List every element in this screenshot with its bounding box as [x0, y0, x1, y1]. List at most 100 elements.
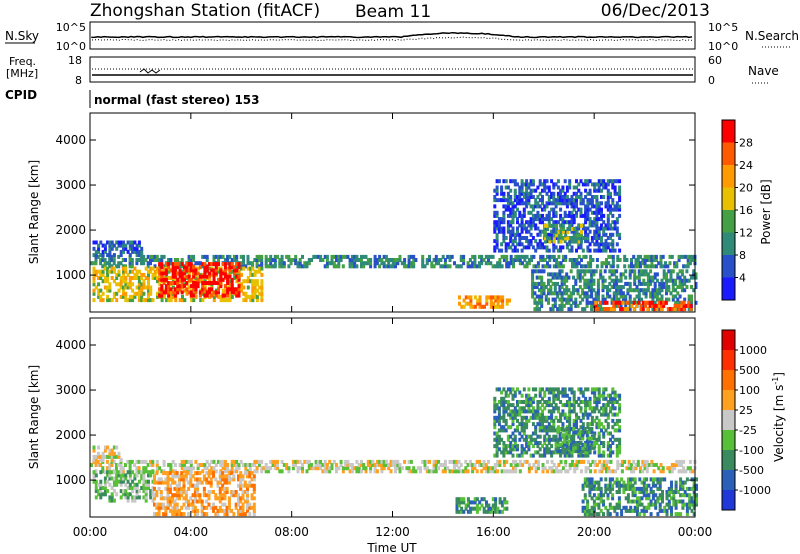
power-cell: [624, 303, 628, 308]
nave-label: Nave: [748, 64, 779, 78]
power-cell: [548, 223, 552, 228]
power-cell: [568, 236, 572, 240]
power-cell: [561, 236, 565, 241]
power-cell: [560, 281, 564, 286]
power-cell: [596, 281, 600, 286]
velocity-cell: [168, 499, 172, 504]
power-cell: [103, 243, 107, 248]
power-cell: [192, 298, 196, 303]
velocity-cell: [355, 466, 359, 471]
power-cell: [525, 229, 529, 234]
power-cell: [162, 277, 166, 282]
velocity-cell: [615, 412, 619, 417]
velocity-cell: [572, 422, 576, 427]
nave-tick-bottom: 0: [708, 74, 715, 87]
velocity-cell: [108, 498, 112, 503]
power-cell: [249, 298, 253, 303]
power-cell: [581, 213, 585, 218]
power-cell: [516, 217, 519, 222]
power-cell: [579, 201, 583, 206]
power-cell: [541, 207, 544, 212]
velocity-cell: [221, 508, 225, 513]
power-cell: [614, 300, 618, 305]
velocity-cell: [590, 427, 594, 431]
power-cell: [131, 276, 135, 280]
power-cell: [176, 284, 180, 289]
power-cell: [407, 261, 411, 266]
power-cell: [549, 288, 553, 293]
power-cell: [655, 307, 659, 312]
velocity-cell: [498, 509, 502, 514]
power-cell: [595, 188, 599, 193]
power-cell: [580, 230, 583, 235]
velocity-cell: [214, 496, 218, 501]
power-cell: [588, 201, 592, 206]
power-cell: [249, 294, 253, 299]
velocity-cell: [518, 412, 522, 417]
velocity-cell: [459, 469, 463, 474]
velocity-cell: [466, 463, 470, 467]
power-cell: [567, 294, 571, 299]
velocity-cell: [180, 490, 184, 494]
power-cell: [443, 258, 447, 262]
velocity-cell: [572, 409, 576, 414]
power-cell: [108, 243, 112, 248]
power-cell: [590, 220, 594, 225]
power-cell: [621, 272, 625, 277]
velocity-cell: [584, 406, 588, 411]
power-cell: [550, 191, 554, 196]
power-cell: [548, 236, 552, 241]
power-cell: [378, 258, 382, 262]
power-cell: [158, 264, 162, 269]
power-cell: [230, 294, 234, 299]
power-cell: [611, 242, 615, 247]
velocity-cell: [221, 493, 225, 498]
power-cell: [362, 254, 366, 259]
velocity-cell: [207, 496, 211, 501]
velocity-cell: [592, 505, 596, 510]
power-cell: [214, 281, 218, 285]
velocity-cell: [527, 463, 531, 467]
power-cell: [680, 288, 684, 293]
velocity-cell: [209, 490, 213, 494]
power-cell: [588, 191, 592, 196]
velocity-cell: [581, 508, 585, 513]
power-cell: [512, 261, 515, 266]
velocity-cell: [243, 499, 247, 504]
power-cell: [504, 242, 508, 247]
power-cell: [615, 294, 619, 299]
velocity-cell: [522, 415, 526, 420]
velocity-cell: [500, 396, 504, 401]
power-cell: [119, 282, 123, 287]
velocity-cell: [237, 499, 240, 504]
velocity-cell: [592, 508, 596, 513]
power-cell: [485, 298, 489, 303]
power-cell: [552, 210, 556, 215]
power-cell: [544, 294, 548, 299]
velocity-cell: [103, 445, 107, 450]
power-cell: [294, 261, 298, 266]
power-cell: [532, 254, 536, 259]
power-cell: [534, 213, 538, 218]
power-cell: [545, 248, 549, 253]
velocity-cell: [599, 493, 603, 498]
power-cell: [124, 279, 128, 284]
velocity-cell: [586, 425, 590, 430]
velocity-cell: [235, 469, 239, 474]
power-cell: [103, 246, 107, 251]
power-cell: [237, 262, 241, 267]
power-cell: [606, 294, 609, 299]
velocity-cell: [323, 469, 327, 474]
power-cell: [586, 201, 590, 206]
velocity-cell: [589, 469, 593, 474]
velocity-cell: [583, 496, 587, 501]
velocity-cell: [246, 471, 249, 476]
power-cell: [552, 220, 556, 225]
velocity-cell: [371, 459, 375, 464]
power-cell: [350, 258, 354, 262]
power-cell: [149, 291, 153, 296]
velocity-cell: [182, 474, 186, 479]
power-cell: [253, 258, 257, 262]
power-cell: [500, 188, 504, 193]
power-cell: [480, 258, 484, 262]
